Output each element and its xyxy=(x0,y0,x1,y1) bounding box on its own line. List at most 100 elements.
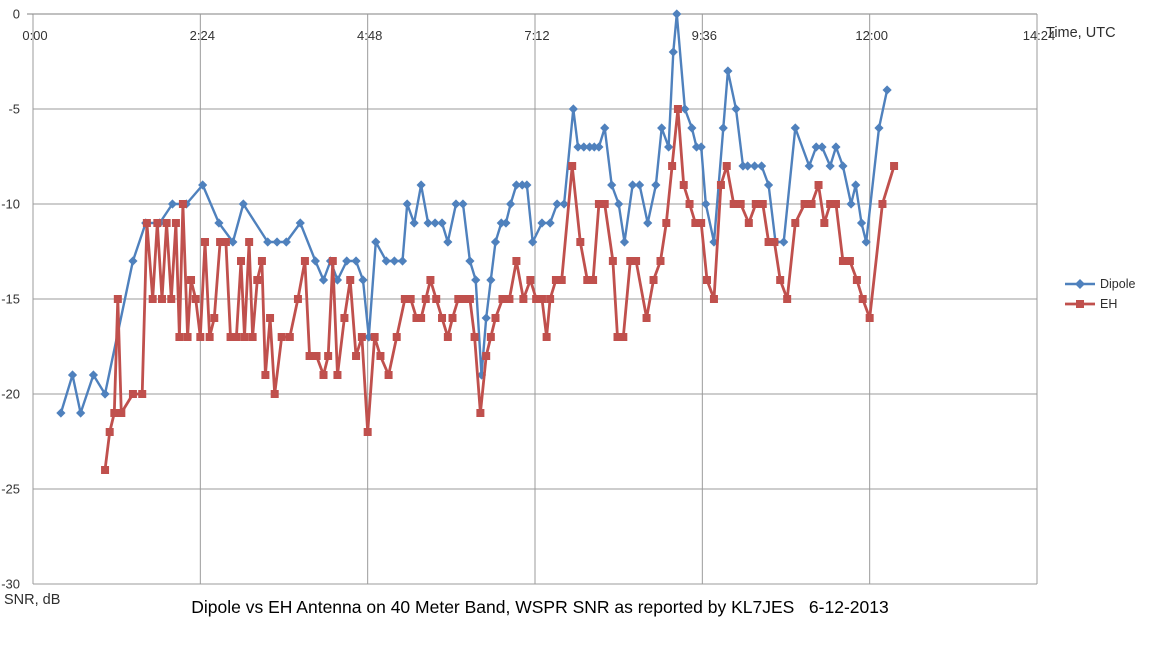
series-marker-dipole xyxy=(167,199,178,209)
series-marker-dipole xyxy=(657,123,667,133)
series-marker-eh xyxy=(157,295,166,303)
series-marker-eh xyxy=(576,238,585,246)
series-marker-dipole xyxy=(351,256,361,266)
series-marker-eh xyxy=(758,200,767,208)
series-marker-dipole xyxy=(552,199,562,209)
series-marker-eh xyxy=(240,333,249,341)
series-marker-eh xyxy=(346,276,355,284)
series-marker-dipole xyxy=(861,237,871,247)
series-marker-eh xyxy=(702,276,711,284)
series-marker-eh xyxy=(482,352,491,360)
series-marker-dipole xyxy=(687,123,697,133)
series-marker-eh xyxy=(183,333,192,341)
series-marker-eh xyxy=(729,200,738,208)
series-marker-eh xyxy=(232,333,241,341)
series-marker-eh xyxy=(117,409,126,417)
series-marker-dipole xyxy=(451,199,461,209)
series-marker-dipole xyxy=(589,142,599,152)
series-marker-eh xyxy=(417,314,426,322)
series-marker-eh xyxy=(460,295,469,303)
series-marker-eh xyxy=(668,162,677,170)
series-marker-eh xyxy=(171,219,180,227)
series-marker-dipole xyxy=(743,161,753,171)
series-marker-dipole xyxy=(263,237,273,247)
y-tick-label: 0 xyxy=(13,7,20,22)
series-marker-dipole xyxy=(238,199,248,209)
series-marker-eh xyxy=(783,295,792,303)
series-marker-dipole xyxy=(811,142,821,152)
series-marker-eh xyxy=(200,238,209,246)
y-axis-title: SNR, dB xyxy=(4,592,61,608)
series-marker-eh xyxy=(221,238,230,246)
series-marker-eh xyxy=(324,352,333,360)
series-marker-eh xyxy=(110,409,119,417)
series-marker-eh xyxy=(253,276,262,284)
x-tick-label: 4:48 xyxy=(357,28,382,43)
series-marker-dipole xyxy=(763,180,774,190)
series-marker-eh xyxy=(210,314,219,322)
series-marker-eh xyxy=(432,295,441,303)
series-marker-eh xyxy=(764,238,773,246)
y-tick-label: -5 xyxy=(8,102,20,117)
series-marker-eh xyxy=(412,314,421,322)
series-marker-dipole xyxy=(402,199,412,209)
series-marker-eh xyxy=(546,295,555,303)
series-marker-eh xyxy=(105,428,114,436)
series-marker-eh xyxy=(300,257,309,265)
series-marker-eh xyxy=(357,333,366,341)
series-marker-dipole xyxy=(310,256,320,266)
series-marker-eh xyxy=(491,314,500,322)
series-marker-eh xyxy=(890,162,899,170)
series-marker-eh xyxy=(800,200,809,208)
series-marker-eh xyxy=(465,295,474,303)
series-marker-dipole xyxy=(528,237,538,247)
series-marker-dipole xyxy=(579,142,589,152)
x-tick-label: 7:12 xyxy=(524,28,549,43)
series-marker-eh xyxy=(613,333,622,341)
series-marker-dipole xyxy=(486,275,496,285)
series-marker-eh xyxy=(216,238,225,246)
series-marker-dipole xyxy=(501,218,511,228)
series-marker-eh xyxy=(716,181,725,189)
legend-label-eh: EH xyxy=(1100,297,1118,311)
series-marker-eh xyxy=(736,200,745,208)
series-marker-dipole xyxy=(465,256,475,266)
series-marker-dipole xyxy=(614,199,624,209)
series-marker-dipole xyxy=(696,142,706,152)
series-marker-dipole xyxy=(228,237,238,247)
series-marker-eh xyxy=(266,314,275,322)
series-marker-dipole xyxy=(874,123,884,133)
series-marker-eh xyxy=(608,257,617,265)
x-tick-label: 0:00 xyxy=(22,28,47,43)
x-tick-label: 12:00 xyxy=(855,28,888,43)
series-marker-eh xyxy=(476,409,485,417)
series-marker-eh xyxy=(594,200,603,208)
series-marker-eh xyxy=(406,295,415,303)
series-marker-dipole xyxy=(750,161,760,171)
legend-item-dipole: Dipole xyxy=(1064,274,1152,294)
series-marker-eh xyxy=(709,295,718,303)
series-marker-eh xyxy=(153,219,162,227)
series-marker-eh xyxy=(448,314,457,322)
series-marker-eh xyxy=(486,333,495,341)
series-marker-dipole xyxy=(634,180,645,190)
series-marker-dipole xyxy=(846,199,856,209)
series-marker-dipole xyxy=(573,142,583,152)
series-marker-dipole xyxy=(490,237,501,247)
series-marker-dipole xyxy=(100,389,110,399)
series-marker-eh xyxy=(237,257,246,265)
series-marker-eh xyxy=(852,276,861,284)
series-marker-dipole xyxy=(458,199,468,209)
series-marker-dipole xyxy=(856,218,867,228)
series-marker-dipole xyxy=(585,142,595,152)
series-marker-eh xyxy=(526,276,535,284)
series-marker-eh xyxy=(807,200,816,208)
series-marker-eh xyxy=(113,295,122,303)
series-marker-eh xyxy=(421,295,430,303)
series-marker-eh xyxy=(363,428,372,436)
series-marker-dipole xyxy=(342,256,352,266)
series-marker-eh xyxy=(101,466,110,474)
series-marker-eh xyxy=(791,219,800,227)
series-marker-eh xyxy=(248,333,257,341)
